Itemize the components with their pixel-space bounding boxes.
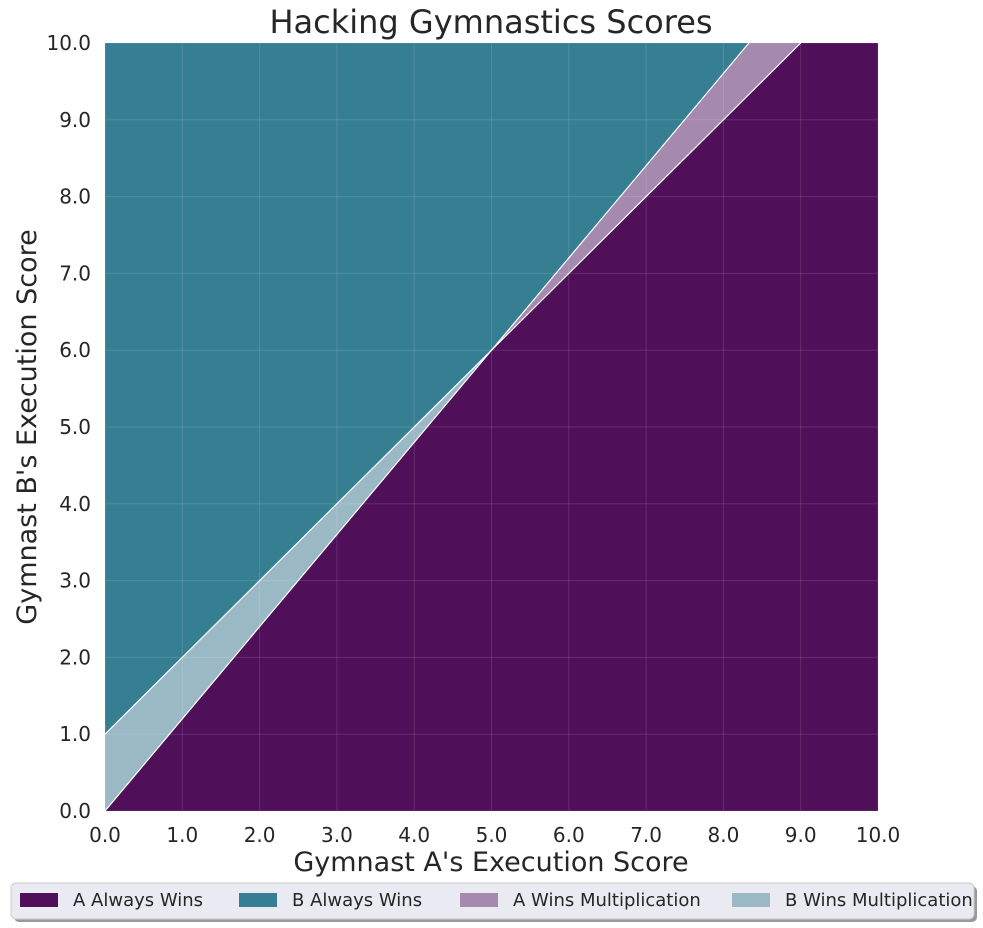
grid-lines bbox=[104, 42, 879, 812]
x-tick-label: 2.0 bbox=[244, 823, 276, 847]
y-tick-labels: 0.0 1.0 2.0 3.0 4.0 5.0 6.0 7.0 8.0 9.0 10.0 bbox=[46, 31, 91, 823]
y-tick-label: 7.0 bbox=[59, 261, 91, 285]
y-tick-label: 6.0 bbox=[59, 338, 91, 362]
y-tick-label: 4.0 bbox=[59, 492, 91, 516]
x-tick-label: 8.0 bbox=[707, 823, 739, 847]
x-tick-label: 5.0 bbox=[476, 823, 508, 847]
legend-item-b-always-wins: B Always Wins bbox=[239, 890, 422, 911]
y-tick-label: 3.0 bbox=[59, 569, 91, 593]
area-a-always-wins bbox=[105, 43, 878, 811]
x-tick-label: 10.0 bbox=[856, 823, 901, 847]
x-tick-label: 3.0 bbox=[321, 823, 353, 847]
boundary-lines bbox=[104, 42, 802, 812]
y-tick-label: 9.0 bbox=[59, 108, 91, 132]
legend-label: A Wins Multiplication bbox=[513, 890, 701, 911]
x-tick-label: 4.0 bbox=[398, 823, 430, 847]
legend-swatch bbox=[732, 893, 770, 907]
legend: A Always Wins B Always Wins A Wins Multipl… bbox=[10, 882, 977, 922]
area-b-always-wins bbox=[105, 43, 749, 735]
x-tick-label: 9.0 bbox=[785, 823, 817, 847]
legend-swatch bbox=[20, 893, 58, 907]
legend-swatch bbox=[239, 893, 277, 907]
x-tick-label: 1.0 bbox=[166, 823, 198, 847]
legend-item-b-wins-multiplication: B Wins Multiplication bbox=[732, 890, 973, 911]
y-tick-label: 10.0 bbox=[46, 31, 91, 55]
x-tick-label: 7.0 bbox=[630, 823, 662, 847]
y-tick-label: 0.0 bbox=[59, 799, 91, 823]
legend-label: B Wins Multiplication bbox=[785, 890, 973, 911]
y-tick-label: 5.0 bbox=[59, 415, 91, 439]
legend-item-a-always-wins: A Always Wins bbox=[20, 890, 203, 911]
x-tick-label: 6.0 bbox=[553, 823, 585, 847]
y-tick-label: 2.0 bbox=[59, 645, 91, 669]
legend-items: A Always Wins B Always Wins A Wins Multipl… bbox=[20, 890, 973, 911]
boundary-line bbox=[104, 349, 492, 812]
y-axis-title: Gymnast B's Execution Score bbox=[12, 229, 43, 624]
x-tick-labels: 0.0 1.0 2.0 3.0 4.0 5.0 6.0 7.0 8.0 9.0 10.0 bbox=[89, 823, 900, 847]
x-tick-label: 0.0 bbox=[89, 823, 121, 847]
legend-label: A Always Wins bbox=[73, 890, 203, 911]
chart-title: Hacking Gymnastics Scores bbox=[269, 3, 712, 41]
legend-item-a-wins-multiplication: A Wins Multiplication bbox=[460, 890, 701, 911]
boundary-line bbox=[104, 349, 492, 735]
boundary-line bbox=[491, 42, 802, 351]
boundary-line bbox=[491, 42, 750, 351]
legend-label: B Always Wins bbox=[292, 890, 422, 911]
x-axis-title: Gymnast A's Execution Score bbox=[293, 847, 688, 878]
legend-swatch bbox=[460, 893, 498, 907]
y-tick-label: 1.0 bbox=[59, 722, 91, 746]
y-tick-label: 8.0 bbox=[59, 185, 91, 209]
